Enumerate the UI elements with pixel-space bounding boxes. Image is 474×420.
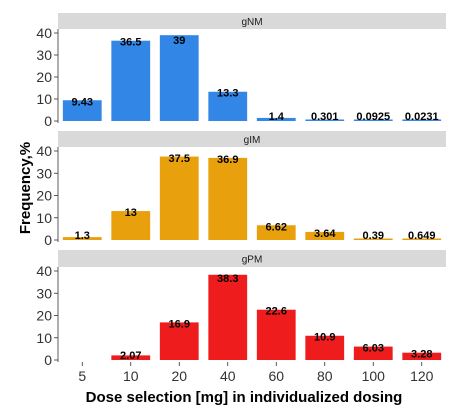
y-tick-label: 0 xyxy=(44,232,52,248)
x-tick-label: 40 xyxy=(220,368,236,384)
y-tick-label: 10 xyxy=(36,210,52,226)
bar xyxy=(111,40,151,122)
bar xyxy=(353,346,393,360)
bar xyxy=(402,119,442,121)
y-tick-label: 40 xyxy=(36,25,52,41)
bar xyxy=(159,35,199,122)
y-tick-label: 0 xyxy=(44,352,52,368)
y-axis-title: Frequency,% xyxy=(17,142,34,234)
bar-value-label: 10.9 xyxy=(314,332,335,344)
y-tick-label: 20 xyxy=(36,308,52,324)
x-axis-title: Dose selection [mg] in individualized do… xyxy=(86,389,403,406)
bar xyxy=(256,117,296,121)
y-tick-label: 30 xyxy=(36,285,52,301)
bar-value-label: 1.3 xyxy=(75,230,90,242)
bar xyxy=(208,91,248,121)
bar-value-label: 0.0925 xyxy=(356,111,390,123)
bar-value-label: 0.649 xyxy=(408,230,436,242)
facet-strip xyxy=(58,250,446,267)
bar xyxy=(256,225,296,240)
x-tick-label: 80 xyxy=(317,368,333,384)
bar-value-label: 36.9 xyxy=(217,154,238,166)
facet-strip-label: gPM xyxy=(242,255,263,266)
bar-value-label: 0.301 xyxy=(311,111,339,123)
facet-strip xyxy=(58,13,446,29)
bar xyxy=(208,274,248,360)
bar xyxy=(62,237,102,240)
x-tick-label: 5 xyxy=(78,368,86,384)
bar-value-label: 0.39 xyxy=(363,230,384,242)
bar-value-label: 6.62 xyxy=(266,221,287,233)
y-tick-label: 30 xyxy=(36,47,52,63)
y-tick-label: 30 xyxy=(36,165,52,181)
bar xyxy=(402,238,442,240)
bar-value-label: 22.6 xyxy=(266,306,287,318)
y-tick-label: 40 xyxy=(36,143,52,159)
bar xyxy=(208,157,248,240)
bar-value-label: 0.0231 xyxy=(405,111,439,123)
bar-value-label: 3.64 xyxy=(314,228,336,240)
facet-strip xyxy=(58,131,446,147)
bar xyxy=(62,100,102,121)
bar-value-label: 1.4 xyxy=(269,111,285,123)
y-tick-label: 20 xyxy=(36,188,52,204)
y-tick-label: 10 xyxy=(36,91,52,107)
bar-value-label: 9.43 xyxy=(72,96,93,108)
y-tick-label: 40 xyxy=(36,263,52,279)
facet-strip-label: gIM xyxy=(244,135,261,146)
bar-value-label: 36.5 xyxy=(120,37,141,49)
facet-strip-label: gNM xyxy=(241,17,262,28)
x-tick-label: 100 xyxy=(362,368,386,384)
y-tick-label: 20 xyxy=(36,69,52,85)
bar-value-label: 38.3 xyxy=(217,273,238,285)
bar-value-label: 2.07 xyxy=(120,350,141,362)
bar xyxy=(402,352,442,360)
bar-value-label: 16.9 xyxy=(169,318,190,330)
bar-value-label: 6.03 xyxy=(363,343,384,355)
bar-value-label: 13.3 xyxy=(217,88,238,100)
bar xyxy=(111,355,151,360)
y-tick-label: 0 xyxy=(44,113,52,129)
bar xyxy=(353,238,393,240)
panel-background xyxy=(58,267,446,362)
bar-value-label: 3.28 xyxy=(411,349,432,361)
x-tick-label: 20 xyxy=(171,368,187,384)
bar xyxy=(305,231,345,240)
bar xyxy=(159,156,199,240)
bar xyxy=(305,335,345,360)
x-tick-label: 120 xyxy=(410,368,434,384)
bar-value-label: 13 xyxy=(125,207,137,219)
bar-value-label: 37.5 xyxy=(169,153,190,165)
bar xyxy=(353,119,393,121)
y-tick-label: 10 xyxy=(36,330,52,346)
x-tick-label: 10 xyxy=(123,368,139,384)
bar xyxy=(159,322,199,360)
bar xyxy=(305,119,345,121)
bar-value-label: 39 xyxy=(173,35,185,47)
x-tick-label: 60 xyxy=(268,368,284,384)
bar xyxy=(111,211,151,240)
bar xyxy=(256,309,296,360)
